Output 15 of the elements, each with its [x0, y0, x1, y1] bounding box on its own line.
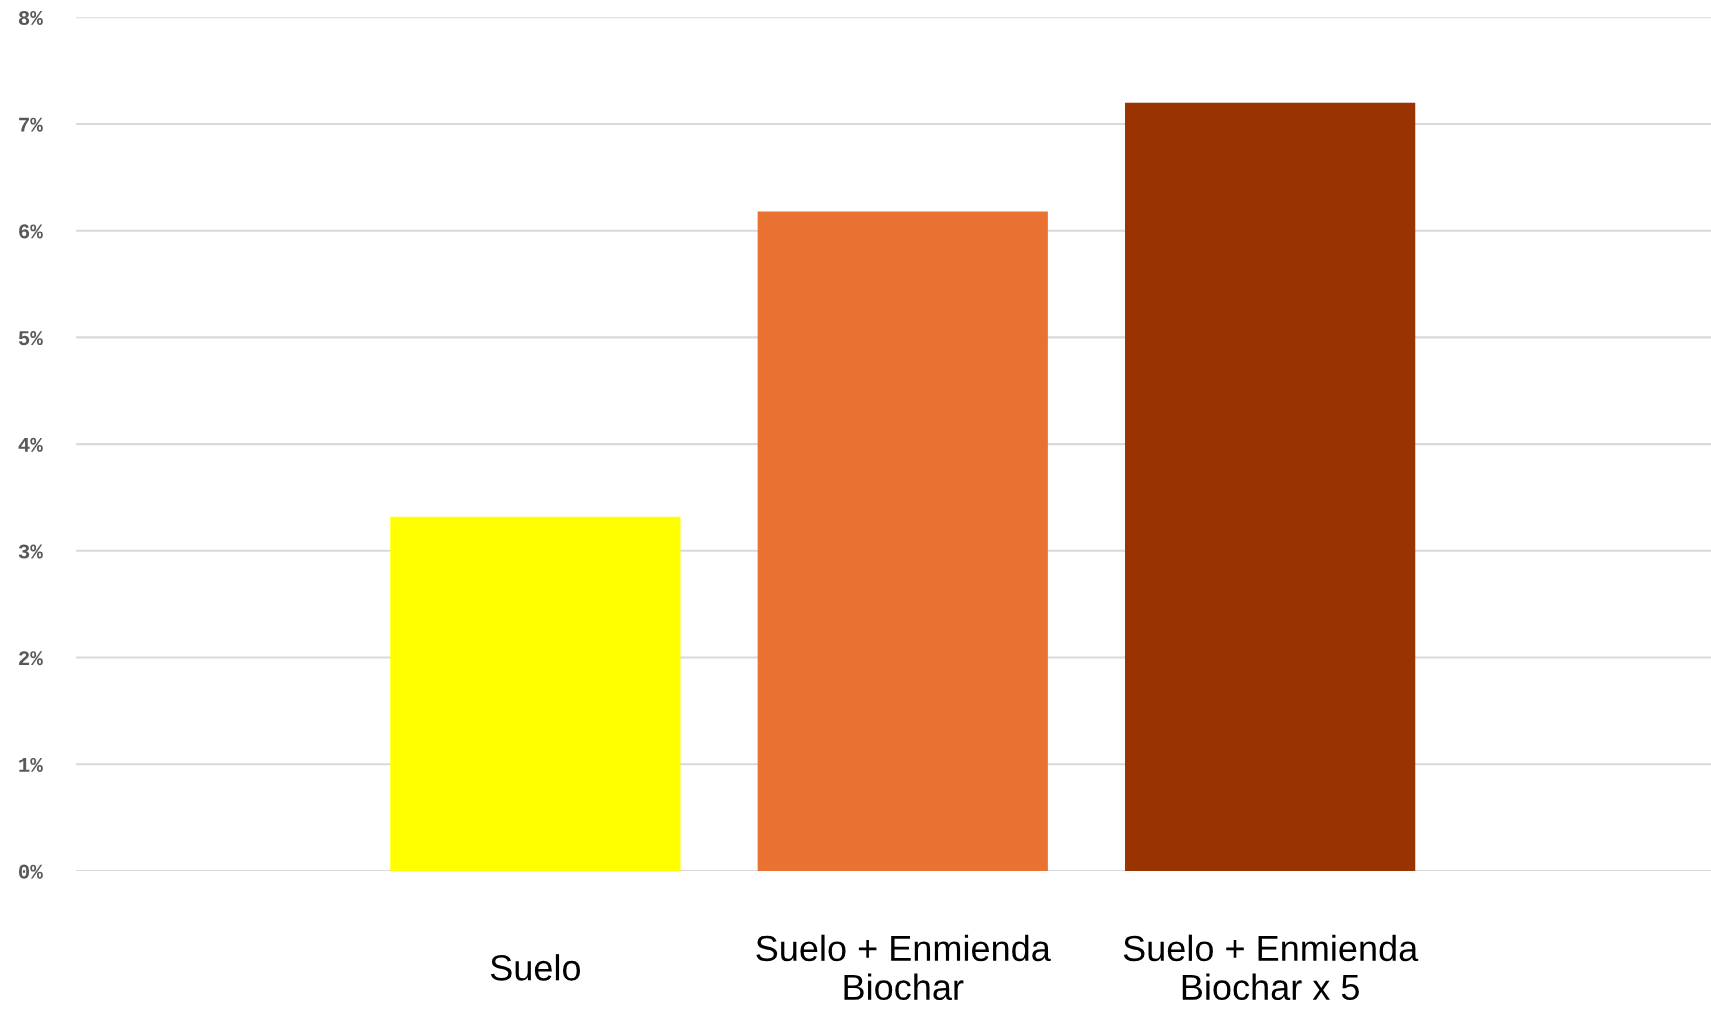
x-tick-label: Suelo [490, 954, 581, 981]
y-tick-label: 6% [19, 224, 43, 239]
y-tick-label: 4% [18, 437, 43, 452]
x-tick-label: Suelo + Enmienda Biochar x 5 [1123, 934, 1419, 1001]
y-tick-label: 8% [18, 10, 43, 26]
bar [757, 211, 1048, 871]
y-tick-label: 0% [18, 864, 43, 879]
y-tick-label: 2% [19, 651, 43, 666]
y-tick-label: 7% [19, 117, 43, 132]
y-tick-label: 3% [18, 544, 43, 559]
bar [1125, 102, 1416, 871]
y-tick-label: 1% [19, 757, 43, 772]
y-tick-label: 5% [18, 331, 43, 346]
bar [390, 516, 681, 871]
x-tick-label: Suelo + Enmienda Biochar [756, 934, 1051, 1001]
